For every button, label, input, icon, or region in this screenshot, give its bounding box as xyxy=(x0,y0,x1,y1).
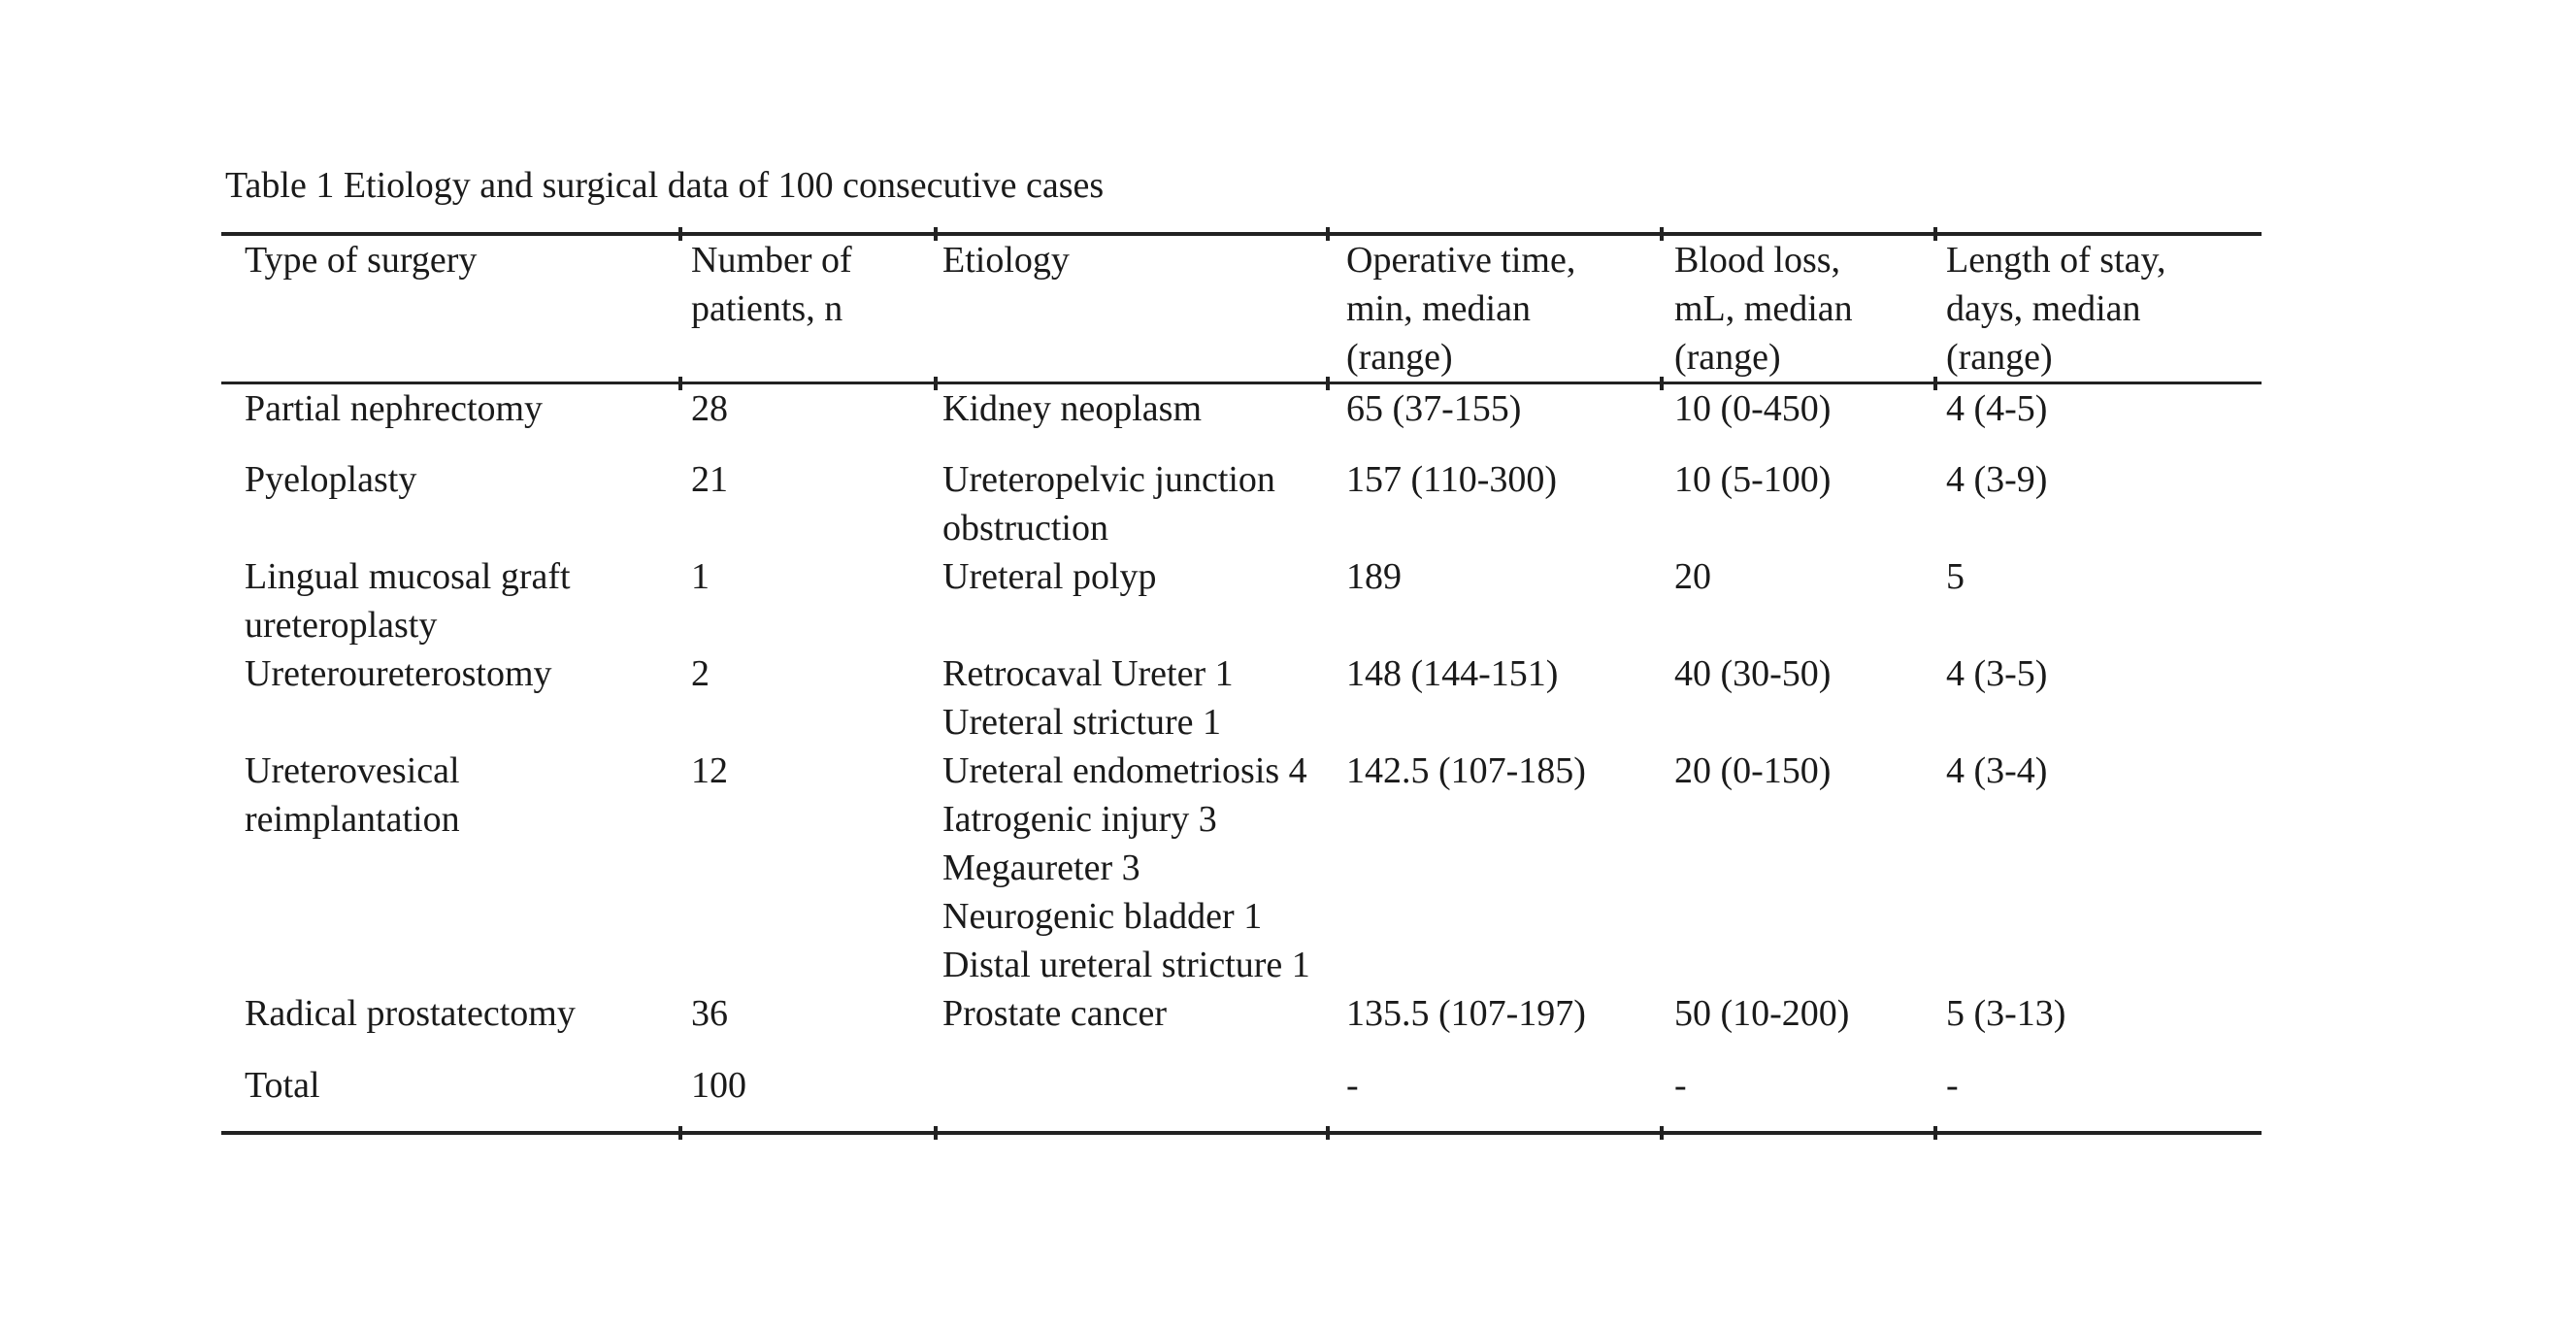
cell-length-of-stay: 4 (3-4) xyxy=(1946,749,2048,791)
cell-number-of-patients: 2 xyxy=(691,652,710,694)
table-row: Partial nephrectomy 28 Kidney neoplasm 6… xyxy=(221,383,2262,455)
cell-etiology: Kidney neoplasm xyxy=(942,388,1203,429)
cell-etiology: Ureteral polyp xyxy=(942,555,1157,597)
cell-type-of-surgery: Radical prostatectomy xyxy=(245,992,576,1034)
rule-tick xyxy=(1660,1125,1664,1140)
cell-type-of-surgery: Pyeloplasty xyxy=(245,458,417,500)
cell-operative-time: 65 (37-155) xyxy=(1346,388,1522,429)
column-header-type-of-surgery: Type of surgery xyxy=(245,240,478,281)
cell-etiology: Ureteral endometriosis 4 Iatrogenic inju… xyxy=(942,749,1310,985)
table-wrap: Type of surgery Number of patients, n Et… xyxy=(221,227,2262,1140)
cell-number-of-patients: 1 xyxy=(691,555,710,597)
cell-type-of-surgery: Lingual mucosal graft ureteroplasty xyxy=(245,555,571,646)
rule-tick xyxy=(678,1125,682,1140)
rule-tick xyxy=(1660,376,1664,390)
cell-length-of-stay: 5 xyxy=(1946,555,1965,597)
cell-length-of-stay: 5 (3-13) xyxy=(1946,992,2066,1034)
cell-type-of-surgery: Total xyxy=(245,1064,320,1106)
cell-etiology xyxy=(936,1061,1328,1133)
cell-length-of-stay: 4 (4-5) xyxy=(1946,388,2048,429)
cell-number-of-patients: 21 xyxy=(691,458,728,500)
rule-tick xyxy=(934,227,938,241)
cell-blood-loss: 10 (0-450) xyxy=(1674,388,1832,429)
table-row: Ureteroureterostomy 2 Retrocaval Ureter … xyxy=(221,649,2262,747)
cell-operative-time: 148 (144-151) xyxy=(1346,652,1559,694)
rule-tick xyxy=(1933,227,1937,241)
cell-blood-loss: 20 xyxy=(1674,555,1711,597)
rule-tick xyxy=(678,376,682,390)
cell-etiology: Retrocaval Ureter 1 Ureteral stricture 1 xyxy=(942,652,1234,743)
cell-operative-time: 157 (110-300) xyxy=(1346,458,1558,500)
data-table: Type of surgery Number of patients, n Et… xyxy=(221,232,2262,1135)
rule-tick xyxy=(1326,376,1330,390)
rule-tick xyxy=(678,227,682,241)
cell-number-of-patients: 100 xyxy=(691,1064,746,1106)
rule-tick xyxy=(1933,376,1937,390)
header-row: Type of surgery Number of patients, n Et… xyxy=(221,234,2262,383)
column-header-number-of-patients: Number of patients, n xyxy=(691,240,852,329)
cell-operative-time: 135.5 (107-197) xyxy=(1346,992,1586,1034)
cell-blood-loss: 10 (5-100) xyxy=(1674,458,1832,500)
cell-type-of-surgery: Ureterovesical reimplantation xyxy=(245,749,460,840)
column-header-etiology: Etiology xyxy=(942,240,1070,281)
cell-blood-loss: 20 (0-150) xyxy=(1674,749,1832,791)
cell-type-of-surgery: Partial nephrectomy xyxy=(245,388,544,429)
rule-tick xyxy=(934,1125,938,1140)
cell-etiology: Prostate cancer xyxy=(942,992,1168,1034)
rule-tick xyxy=(1933,1125,1937,1140)
column-header-blood-loss: Blood loss, mL, median (range) xyxy=(1674,240,1853,378)
column-header-operative-time: Operative time, min, median (range) xyxy=(1346,240,1576,378)
cell-blood-loss: - xyxy=(1674,1064,1687,1106)
rule-tick xyxy=(934,376,938,390)
cell-operative-time: 189 xyxy=(1346,555,1402,597)
table-row: Pyeloplasty 21 Ureteropelvic junction ob… xyxy=(221,455,2262,552)
column-header-length-of-stay: Length of stay, days, median (range) xyxy=(1946,240,2166,378)
table-row: Radical prostatectomy 36 Prostate cancer… xyxy=(221,989,2262,1061)
rule-tick xyxy=(1660,227,1664,241)
cell-operative-time: - xyxy=(1346,1064,1359,1106)
cell-length-of-stay: 4 (3-9) xyxy=(1946,458,2048,500)
cell-blood-loss: 40 (30-50) xyxy=(1674,652,1832,694)
cell-number-of-patients: 36 xyxy=(691,992,728,1034)
cell-number-of-patients: 28 xyxy=(691,388,728,429)
cell-number-of-patients: 12 xyxy=(691,749,728,791)
table-row: Lingual mucosal graft ureteroplasty 1 Ur… xyxy=(221,552,2262,649)
rule-tick xyxy=(1326,227,1330,241)
cell-length-of-stay: 4 (3-5) xyxy=(1946,652,2048,694)
cell-length-of-stay: - xyxy=(1946,1064,1959,1106)
cell-operative-time: 142.5 (107-185) xyxy=(1346,749,1586,791)
rule-tick xyxy=(1326,1125,1330,1140)
cell-etiology: Ureteropelvic junction obstruction xyxy=(942,458,1275,548)
table-caption: Table 1 Etiology and surgical data of 10… xyxy=(225,165,1105,206)
table-row: Ureterovesical reimplantation 12 Uretera… xyxy=(221,747,2262,989)
table-row-total: Total 100 - - - xyxy=(221,1061,2262,1133)
cell-type-of-surgery: Ureteroureterostomy xyxy=(245,652,552,694)
cell-blood-loss: 50 (10-200) xyxy=(1674,992,1850,1034)
